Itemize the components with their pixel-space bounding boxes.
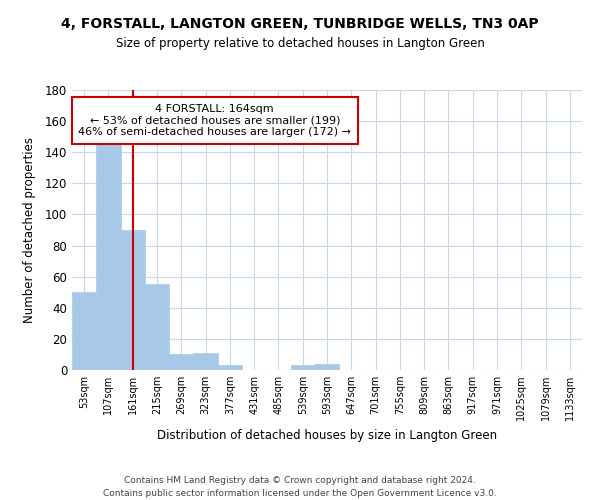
Text: Size of property relative to detached houses in Langton Green: Size of property relative to detached ho…	[116, 38, 484, 51]
X-axis label: Distribution of detached houses by size in Langton Green: Distribution of detached houses by size …	[157, 428, 497, 442]
Bar	[193, 353, 218, 370]
Bar	[72, 292, 96, 370]
Bar	[218, 366, 242, 370]
Text: Contains public sector information licensed under the Open Government Licence v3: Contains public sector information licen…	[103, 489, 497, 498]
Text: Contains HM Land Registry data © Crown copyright and database right 2024.: Contains HM Land Registry data © Crown c…	[124, 476, 476, 485]
Bar	[145, 284, 169, 370]
Bar	[121, 230, 145, 370]
Bar	[315, 364, 339, 370]
Text: 4 FORSTALL: 164sqm
← 53% of detached houses are smaller (199)
46% of semi-detach: 4 FORSTALL: 164sqm ← 53% of detached hou…	[79, 104, 352, 137]
Bar	[169, 354, 193, 370]
Text: 4, FORSTALL, LANGTON GREEN, TUNBRIDGE WELLS, TN3 0AP: 4, FORSTALL, LANGTON GREEN, TUNBRIDGE WE…	[61, 18, 539, 32]
Bar	[290, 366, 315, 370]
Y-axis label: Number of detached properties: Number of detached properties	[23, 137, 37, 323]
Bar	[96, 143, 121, 370]
